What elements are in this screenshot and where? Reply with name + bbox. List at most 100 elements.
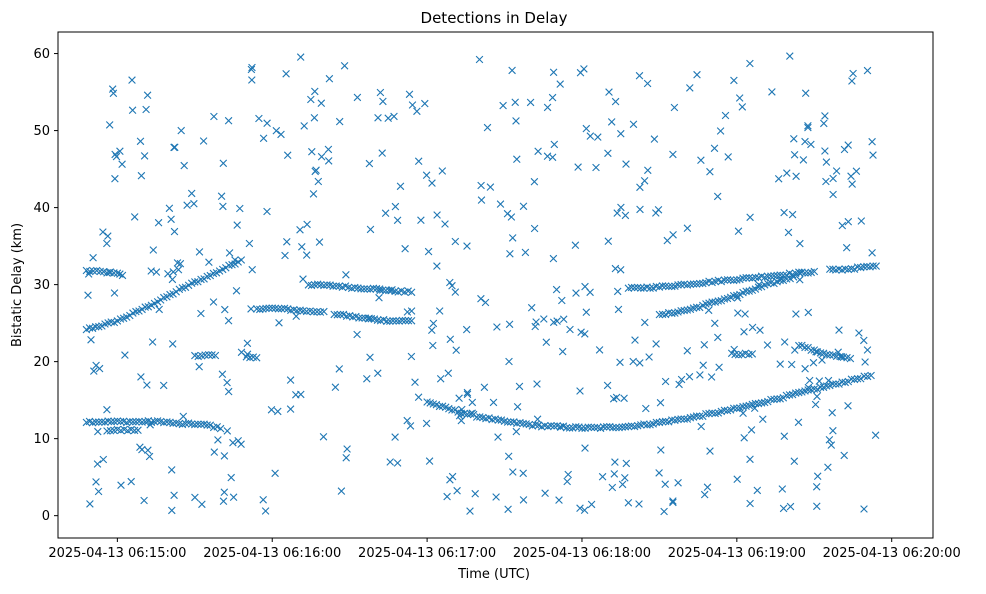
detection-point: [778, 485, 787, 493]
detection-point: [631, 336, 639, 344]
detection-point: [610, 470, 619, 478]
detection-point: [801, 89, 810, 97]
detection-point: [146, 421, 154, 429]
detection-point: [513, 155, 521, 163]
detection-point: [191, 420, 199, 429]
detection-point: [513, 419, 521, 428]
detection-point: [790, 135, 798, 143]
detection-point: [374, 114, 382, 122]
detection-point: [84, 291, 92, 299]
detection-point: [576, 504, 584, 512]
detection-point: [387, 286, 395, 295]
detection-point: [753, 486, 762, 495]
detection-point: [816, 349, 825, 357]
detection-point: [401, 316, 410, 325]
detection-point: [511, 98, 519, 107]
detection-point: [770, 395, 778, 404]
detection-point: [198, 500, 206, 509]
detection-point: [407, 288, 416, 297]
detection-point: [519, 202, 528, 211]
detection-point: [180, 161, 188, 170]
detection-point: [734, 227, 743, 235]
detection-point: [248, 76, 256, 84]
detection-point: [181, 419, 190, 428]
detection-point: [824, 463, 832, 472]
detection-point: [620, 394, 628, 403]
detection-point: [519, 496, 528, 504]
detection-point: [504, 505, 512, 514]
detection-point: [243, 350, 252, 358]
detection-point: [366, 353, 374, 362]
detection-point: [211, 351, 220, 360]
detection-point: [274, 407, 282, 416]
detection-point: [169, 268, 178, 276]
detection-point: [134, 426, 142, 434]
detection-point: [433, 262, 441, 270]
detection-point: [358, 314, 366, 322]
detection-point: [508, 234, 517, 242]
detection-point: [595, 346, 604, 354]
detection-point: [683, 347, 692, 355]
detection-point: [483, 123, 492, 132]
detection-point: [342, 454, 350, 462]
detection-point: [499, 101, 507, 110]
detection-point: [311, 87, 319, 96]
detection-point: [789, 273, 798, 281]
detection-point: [618, 423, 626, 431]
detection-point: [642, 404, 650, 413]
detection-point: [827, 441, 836, 449]
detection-point: [486, 183, 495, 191]
detection-point: [603, 381, 612, 390]
detection-point: [229, 438, 237, 447]
detection-point: [828, 408, 836, 417]
detection-point: [664, 282, 673, 291]
x-tick-label: 2025-04-13 06:15:00: [48, 546, 186, 561]
detection-point: [298, 243, 306, 251]
detection-point: [564, 470, 572, 479]
detection-point: [335, 117, 344, 126]
detection-point: [791, 346, 799, 354]
detection-point: [841, 265, 849, 273]
detection-point: [785, 391, 794, 399]
detection-point: [173, 259, 182, 267]
detection-point: [392, 317, 400, 325]
detection-point: [223, 427, 232, 435]
detection-point: [618, 480, 627, 489]
detection-point: [745, 273, 753, 282]
detection-point: [661, 480, 669, 488]
detection-point: [869, 151, 877, 159]
detection-point: [764, 272, 772, 281]
detection-point: [750, 404, 759, 412]
detection-point: [96, 267, 104, 276]
detection-point: [446, 278, 454, 287]
detection-point: [804, 386, 812, 394]
detection-point: [363, 285, 371, 293]
detection-point: [381, 209, 390, 217]
detection-point: [132, 417, 140, 426]
detection-point: [587, 500, 596, 509]
detection-point: [592, 163, 600, 172]
detection-point: [332, 282, 340, 290]
detection-point: [716, 127, 725, 135]
detection-point: [801, 364, 809, 373]
detection-point: [168, 275, 177, 284]
detection-point: [247, 305, 255, 313]
detection-point: [389, 316, 397, 325]
detection-point: [706, 447, 714, 455]
detection-point: [463, 242, 471, 250]
detection-point: [723, 276, 732, 284]
detection-point: [194, 420, 202, 428]
detection-point: [697, 422, 705, 431]
detection-point: [229, 493, 238, 501]
detection-point: [633, 283, 642, 292]
detection-point: [143, 91, 152, 99]
detection-point: [424, 247, 433, 256]
detection-point: [668, 416, 676, 424]
detection-point: [724, 153, 732, 161]
detection-point: [468, 398, 477, 407]
detection-point: [644, 166, 652, 175]
detection-point: [786, 52, 794, 60]
detection-point: [534, 147, 542, 156]
detection-point: [398, 316, 407, 325]
detection-point: [393, 459, 402, 467]
